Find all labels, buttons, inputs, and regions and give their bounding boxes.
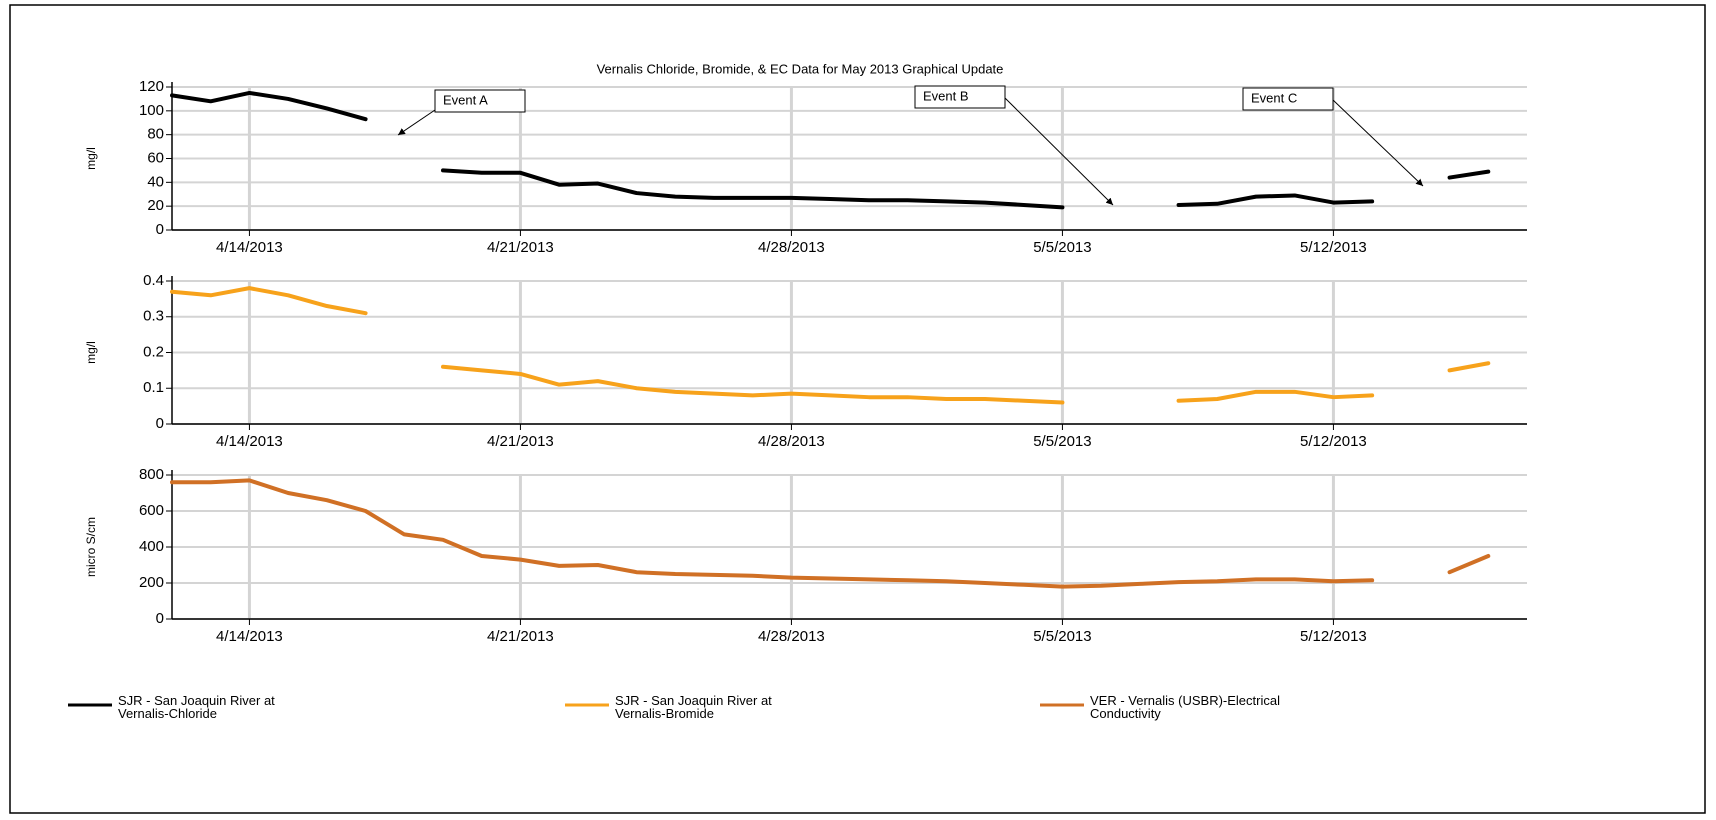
y-tick-label: 60: [147, 149, 164, 166]
y-tick-label: 800: [139, 466, 164, 483]
legend-label: SJR - San Joaquin River at Vernalis-Chlo…: [118, 693, 275, 721]
x-tick-label: 4/28/2013: [758, 239, 825, 256]
x-tick-label: 4/14/2013: [216, 239, 283, 256]
y-tick-label: 400: [139, 538, 164, 555]
y-axis-label: mg/l: [84, 147, 98, 170]
x-tick-label: 4/21/2013: [487, 628, 554, 645]
x-tick-label: 4/21/2013: [487, 239, 554, 256]
data-line: [170, 478, 1491, 589]
annotation: Event B: [923, 88, 969, 103]
annotation-box: [434, 89, 526, 113]
y-axis-label: micro S/cm: [84, 517, 98, 577]
x-tick-label: 5/5/2013: [1033, 628, 1091, 645]
x-tick-label: 4/14/2013: [216, 433, 283, 450]
annotation: Event C: [1251, 90, 1297, 105]
y-axis-label: mg/l: [84, 341, 98, 364]
y-tick-label: 0: [156, 415, 164, 432]
annotation-arrow: [1004, 97, 1114, 206]
legend-label: SJR - San Joaquin River at Vernalis-Brom…: [615, 693, 772, 721]
chart-title: Vernalis Chloride, Bromide, & EC Data fo…: [597, 61, 1004, 76]
x-tick-label: 5/12/2013: [1300, 239, 1367, 256]
x-tick-label: 4/28/2013: [758, 628, 825, 645]
y-tick-label: 20: [147, 197, 164, 214]
y-tick-label: 120: [139, 78, 164, 95]
y-tick-label: 0: [156, 610, 164, 627]
x-tick-label: 5/12/2013: [1300, 433, 1367, 450]
x-tick-label: 4/21/2013: [487, 433, 554, 450]
annotation-box: [1242, 87, 1334, 111]
x-tick-label: 4/14/2013: [216, 628, 283, 645]
x-tick-label: 4/28/2013: [758, 433, 825, 450]
x-tick-label: 5/12/2013: [1300, 628, 1367, 645]
y-tick-label: 200: [139, 574, 164, 591]
annotation: Event A: [443, 92, 488, 107]
annotation-arrow: [1332, 99, 1424, 187]
y-tick-label: 0.1: [143, 379, 164, 396]
y-tick-label: 100: [139, 102, 164, 119]
y-tick-label: 0: [156, 221, 164, 238]
y-tick-label: 600: [139, 502, 164, 519]
y-tick-label: 0.4: [143, 272, 164, 289]
annotation-arrow: [397, 109, 436, 136]
data-line: [170, 286, 1491, 405]
y-tick-label: 0.2: [143, 343, 164, 360]
y-tick-label: 40: [147, 173, 164, 190]
annotation-box: [914, 85, 1006, 109]
y-tick-label: 80: [147, 126, 164, 143]
y-tick-label: 0.3: [143, 308, 164, 325]
x-tick-label: 5/5/2013: [1033, 239, 1091, 256]
legend-label: VER - Vernalis (USBR)-Electrical Conduct…: [1090, 693, 1280, 721]
x-tick-label: 5/5/2013: [1033, 433, 1091, 450]
data-line: [170, 90, 1491, 210]
border: [9, 4, 1706, 814]
